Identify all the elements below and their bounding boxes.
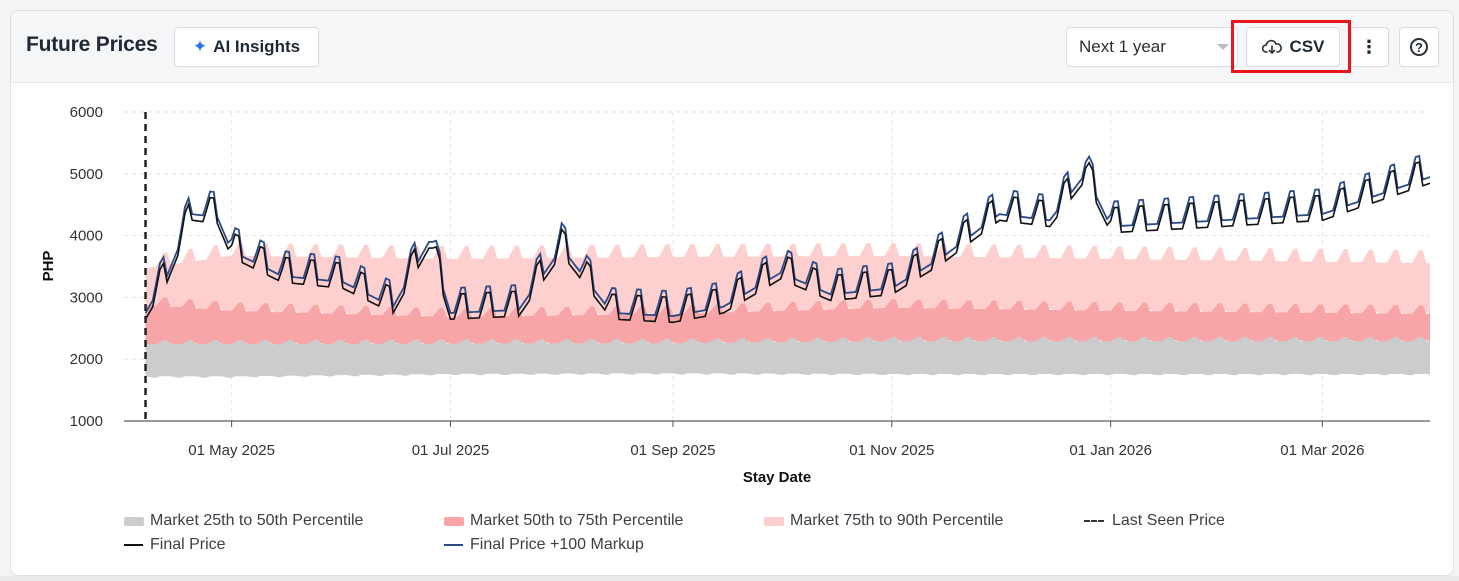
ai-insights-button[interactable]: ✦ AI Insights: [174, 27, 319, 67]
page-title: Future Prices: [26, 33, 158, 56]
date-range-select[interactable]: Next 1 year: [1066, 27, 1238, 67]
legend-p50-75[interactable]: Market 50th to 75th Percentile: [444, 512, 683, 530]
help-button[interactable]: ?: [1399, 27, 1439, 67]
ai-insights-label: AI Insights: [213, 37, 301, 56]
legend-swatch: [124, 516, 144, 526]
x-tick-label: 01 May 2025: [188, 442, 275, 459]
y-tick-label: 1000: [70, 413, 103, 430]
line-final-price: [144, 161, 1431, 324]
help-icon: ?: [1410, 38, 1428, 56]
card-header: Future Prices ✦ AI Insights Next 1 year …: [11, 11, 1453, 83]
chevron-down-icon: [1217, 44, 1229, 50]
legend-label: Final Price +100 Markup: [470, 536, 644, 553]
cloud-download-icon: [1261, 39, 1282, 54]
legend-swatch: [124, 544, 143, 546]
legend-label: Market 25th to 50th Percentile: [150, 512, 364, 529]
x-tick-label: 01 Jul 2025: [412, 442, 490, 459]
more-icon: ⋮: [1360, 36, 1378, 57]
legend-final-price[interactable]: Final Price: [124, 536, 226, 554]
csv-download-button[interactable]: CSV: [1246, 27, 1340, 67]
legend-label: Market 50th to 75th Percentile: [470, 512, 684, 529]
legend-swatch: [764, 516, 784, 526]
x-tick-label: 01 Mar 2026: [1280, 442, 1364, 459]
legend-swatch: [444, 544, 463, 546]
legend-label: Final Price: [150, 536, 226, 553]
future-prices-chart: 1000 2000 3000 4000 5000 6000 01 May 2025 01 Ju…: [40, 104, 1431, 486]
csv-label: CSV: [1289, 37, 1325, 56]
x-axis-title: Stay Date: [743, 469, 811, 486]
date-range-value: Next 1 year: [1079, 37, 1166, 56]
band-p25-50: [145, 337, 1430, 378]
legend-label: Last Seen Price: [1112, 512, 1225, 529]
y-tick-label: 2000: [70, 351, 103, 368]
legend-final-markup[interactable]: Final Price +100 Markup: [444, 536, 644, 554]
y-axis-title: PHP: [40, 251, 57, 282]
x-tick-label: 01 Jan 2026: [1069, 442, 1152, 459]
legend-swatch: [1084, 520, 1104, 522]
legend-swatch: [444, 516, 464, 526]
legend-last-seen[interactable]: Last Seen Price: [1084, 512, 1225, 530]
legend-p25-50[interactable]: Market 25th to 50th Percentile: [124, 512, 363, 530]
page-footer-strip: [0, 576, 1459, 581]
y-tick-label: 6000: [70, 104, 103, 121]
y-tick-label: 4000: [70, 228, 103, 245]
x-tick-label: 01 Nov 2025: [849, 442, 934, 459]
y-tick-label: 3000: [70, 289, 103, 306]
sparkle-icon: ✦: [192, 37, 208, 56]
legend-p75-90[interactable]: Market 75th to 90th Percentile: [764, 512, 1003, 530]
legend-label: Market 75th to 90th Percentile: [790, 512, 1004, 529]
line-final-price-markup: [144, 154, 1431, 318]
x-tick-label: 01 Sep 2025: [630, 442, 715, 459]
y-tick-label: 5000: [70, 166, 103, 183]
